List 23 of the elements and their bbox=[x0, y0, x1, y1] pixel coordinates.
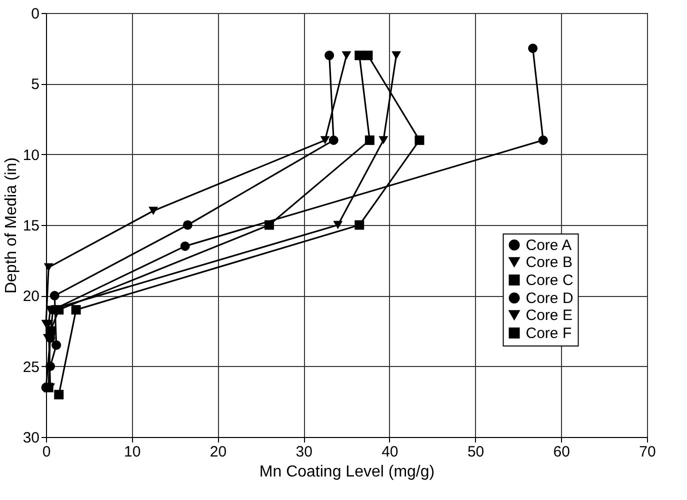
x-tick-label: 0 bbox=[42, 444, 51, 460]
x-tick-label: 20 bbox=[210, 444, 227, 460]
x-tick-label: 70 bbox=[639, 444, 656, 460]
y-tick-label: 5 bbox=[31, 76, 40, 94]
y-tick-label: 25 bbox=[22, 358, 40, 376]
legend-label: Core A bbox=[526, 236, 572, 254]
legend-label: Core F bbox=[526, 324, 572, 342]
y-axis-title: Depth of Media (in) bbox=[2, 157, 20, 294]
y-tick-label: 20 bbox=[22, 288, 40, 306]
x-tick-label: 50 bbox=[467, 444, 484, 460]
x-tick-label: 30 bbox=[296, 444, 312, 460]
x-tick-label: 40 bbox=[382, 444, 398, 460]
y-tick-label: 10 bbox=[22, 146, 40, 164]
y-tick-label: 0 bbox=[31, 6, 40, 22]
x-tick-label: 10 bbox=[124, 444, 141, 460]
y-tick-label: 30 bbox=[22, 430, 40, 446]
y-tick-label: 15 bbox=[22, 218, 40, 234]
legend-label: Core E bbox=[526, 306, 572, 324]
legend-label: Core B bbox=[526, 254, 572, 271]
x-axis-title: Mn Coating Level (mg/g) bbox=[259, 464, 435, 480]
x-tick-label: 60 bbox=[553, 444, 570, 460]
legend-label: Core C bbox=[526, 272, 574, 289]
legend-label: Core D bbox=[526, 290, 574, 307]
